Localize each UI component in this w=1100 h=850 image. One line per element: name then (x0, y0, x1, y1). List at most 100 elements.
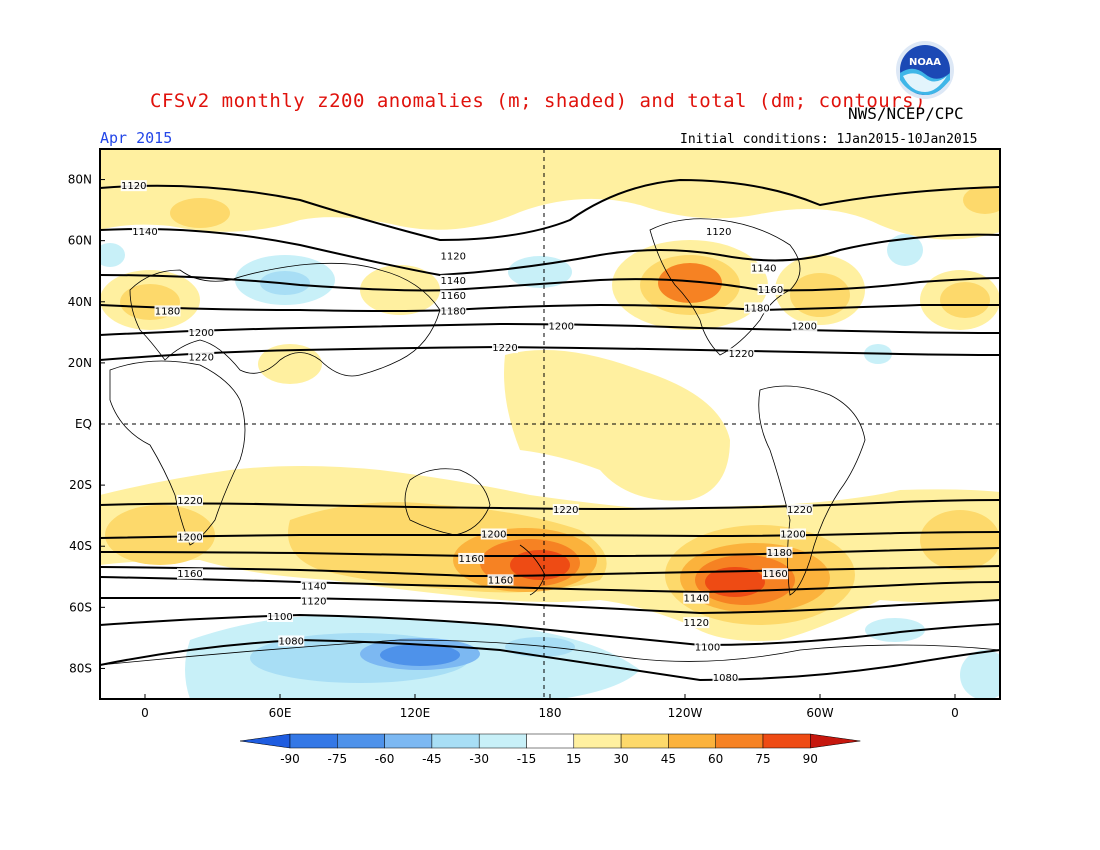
contour-label-bg (694, 641, 721, 653)
colorbar-swatch (431, 733, 480, 749)
lat-label: 60N (68, 234, 92, 248)
chart-title: CFSv2 monthly z200 anomalies (m; shaded)… (150, 90, 927, 112)
contour-label: 1080 (279, 636, 304, 647)
contour-label-bg (480, 528, 507, 540)
contour-label: 1220 (189, 352, 214, 363)
contour-label: 1160 (488, 575, 513, 586)
colorbar-swatch (620, 733, 669, 749)
anomaly-region (100, 149, 1000, 240)
colorbar-label: 90 (803, 752, 818, 766)
colorbar-swatch (715, 733, 764, 749)
noaa-logo-text: NOAA (909, 57, 941, 68)
contour-label-bg (440, 290, 467, 302)
contour-label-bg (177, 568, 203, 580)
contour-label-bg (548, 320, 575, 332)
contour-label-bg (177, 494, 203, 506)
colorbar-swatch (762, 733, 811, 749)
contour-label: 1080 (713, 673, 738, 684)
contour-label-bg (728, 348, 755, 360)
anomaly-region (940, 282, 990, 318)
initial-conditions: Initial conditions: 1Jan2015-10Jan2015 (680, 132, 978, 147)
agency-label: NWS/NCEP/CPC (848, 104, 964, 123)
contour-label-bg (177, 531, 203, 543)
lon-label: 60W (806, 706, 833, 720)
colorbar-label: -90 (280, 752, 300, 766)
contour-label-bg (154, 305, 181, 317)
contour-label: 1120 (706, 227, 731, 238)
contour-label: 1120 (441, 251, 466, 262)
anomaly-region (920, 510, 1000, 570)
colorbar-label: 15 (566, 752, 581, 766)
contour-label: 1160 (177, 569, 202, 580)
colorbar-swatch (526, 733, 575, 749)
contour-1100-south (100, 613, 1000, 647)
contour-label-bg (766, 546, 793, 558)
contour-1140-south (100, 576, 1000, 594)
contour-label-bg (300, 580, 327, 592)
contour-label: 1140 (301, 581, 326, 592)
contour-label-bg (440, 250, 467, 262)
contour-label-bg (750, 262, 777, 274)
lat-label: 40N (68, 295, 92, 309)
contour-label: 1200 (792, 322, 817, 333)
contour-label-bg (492, 342, 518, 354)
lat-label: 20N (68, 356, 92, 370)
anomaly-region (960, 650, 1000, 699)
contour-1120 (100, 178, 1000, 242)
contour-label: 1160 (459, 554, 484, 565)
contour-label: 1220 (729, 349, 754, 360)
anomaly-region (508, 256, 572, 288)
lat-label: EQ (75, 417, 92, 431)
contour-label-bg (440, 305, 467, 317)
contour-label-bg (705, 226, 732, 237)
contour-1180 (100, 303, 1000, 312)
contour-label: 1200 (549, 322, 574, 333)
reference-lines (100, 149, 1000, 699)
contour-1160 (100, 274, 1000, 292)
contour-label: 1220 (177, 496, 202, 507)
antarctica-coast (100, 639, 1000, 666)
colorbar-swatch (478, 733, 527, 749)
contour-label-bg (300, 595, 327, 607)
contour-1120-south (100, 597, 1000, 615)
contour-label-bg (757, 284, 784, 296)
contour-label: 1180 (767, 548, 792, 559)
lon-label: 0 (951, 706, 959, 720)
contour-1160-south (100, 565, 1000, 578)
colorbar-swatch (289, 733, 338, 749)
colorbar: -90 -75 -60 -45 -30 -15 15 30 45 60 75 90 (239, 733, 861, 766)
contour-label: 1200 (780, 530, 805, 541)
anomaly-region (380, 644, 460, 666)
anomaly-region (658, 263, 722, 303)
contour-label: 1160 (762, 569, 787, 580)
colorbar-label: 60 (708, 752, 723, 766)
anomaly-region (705, 567, 765, 597)
contour-label: 1120 (301, 597, 326, 608)
colorbar-label: -60 (375, 752, 395, 766)
contour-1140 (100, 228, 1000, 277)
contour-label: 1140 (751, 264, 776, 275)
lon-label: 180 (539, 706, 562, 720)
colorbar-label: 30 (613, 752, 628, 766)
lat-label: 80S (69, 661, 92, 675)
anomaly-region (505, 637, 575, 657)
contour-label: 1180 (155, 306, 180, 317)
lat-label: 80N (68, 173, 92, 187)
contour-label: 1120 (684, 618, 709, 629)
australia-coast (404, 468, 491, 536)
contour-label-bg (791, 320, 818, 332)
contour-label: 1120 (121, 181, 146, 192)
colorbar-left-arrow (239, 733, 291, 749)
colorbar-swatch (573, 733, 622, 749)
anomaly-region (170, 198, 230, 228)
north-america-coast (649, 218, 801, 356)
contour-label-bg (458, 552, 485, 564)
colorbar-swatch (668, 733, 716, 749)
lon-label: 120E (400, 706, 431, 720)
contour-label-bg (440, 274, 467, 286)
contour-label: 1140 (132, 227, 157, 238)
lat-label: 20S (69, 478, 92, 492)
contour-label-bg (744, 302, 770, 314)
colorbar-label: -45 (422, 752, 442, 766)
